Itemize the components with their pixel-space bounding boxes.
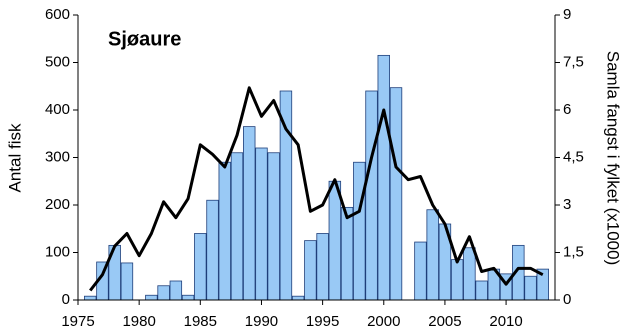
bar [218,161,231,301]
bar [145,294,158,301]
chart-title: Sjøaure [108,28,181,50]
bar [120,262,134,301]
y2-tick-label: 4,5 [563,148,584,165]
y2-tick-label: 0 [563,291,571,308]
y-tick-label: 200 [45,196,70,213]
y-tick-label: 0 [62,291,70,308]
x-tick-label: 2000 [367,313,400,330]
x-tick-label: 1980 [122,313,155,330]
y2-tick-label: 6 [563,101,571,118]
bar [389,87,403,301]
y-axis-label: Antal fisk [5,123,24,192]
bar [206,199,219,301]
y-tick-label: 300 [45,148,70,165]
y2-tick-label: 1,5 [563,243,584,260]
bar [377,54,390,301]
bar [255,147,268,301]
bar [414,241,427,301]
y2-tick-label: 3 [563,196,571,213]
bar [181,294,195,301]
x-tick-label: 2005 [428,313,461,330]
bar [194,233,207,301]
y-tick-label: 100 [45,243,70,260]
bar [340,206,354,301]
x-tick-label: 1975 [61,313,94,330]
bar [169,280,183,301]
bar [463,247,476,301]
x-tick-label: 1990 [245,313,278,330]
y-tick-label: 600 [45,6,70,23]
bar [353,161,366,301]
y2-tick-label: 7,5 [563,53,584,70]
bar [304,240,317,301]
bar [157,285,170,301]
line [89,86,544,292]
bar [291,295,305,301]
bar [450,259,464,301]
bar [524,275,537,301]
y-tick-label: 400 [45,101,70,118]
bar [426,209,439,301]
bar [84,295,97,301]
bar [243,126,256,301]
y-tick-label: 500 [45,53,70,70]
bar [475,280,488,301]
x-tick-label: 1995 [306,313,339,330]
y2-axis-label: Samla fangst i fylket (x1000) [604,51,623,265]
bar [230,152,244,301]
x-tick-label: 1985 [184,313,217,330]
bar [365,90,378,301]
y2-tick-label: 9 [563,6,571,23]
bar [328,180,342,301]
x-tick-label: 2010 [489,313,522,330]
bar [267,152,280,301]
bar [316,233,329,301]
